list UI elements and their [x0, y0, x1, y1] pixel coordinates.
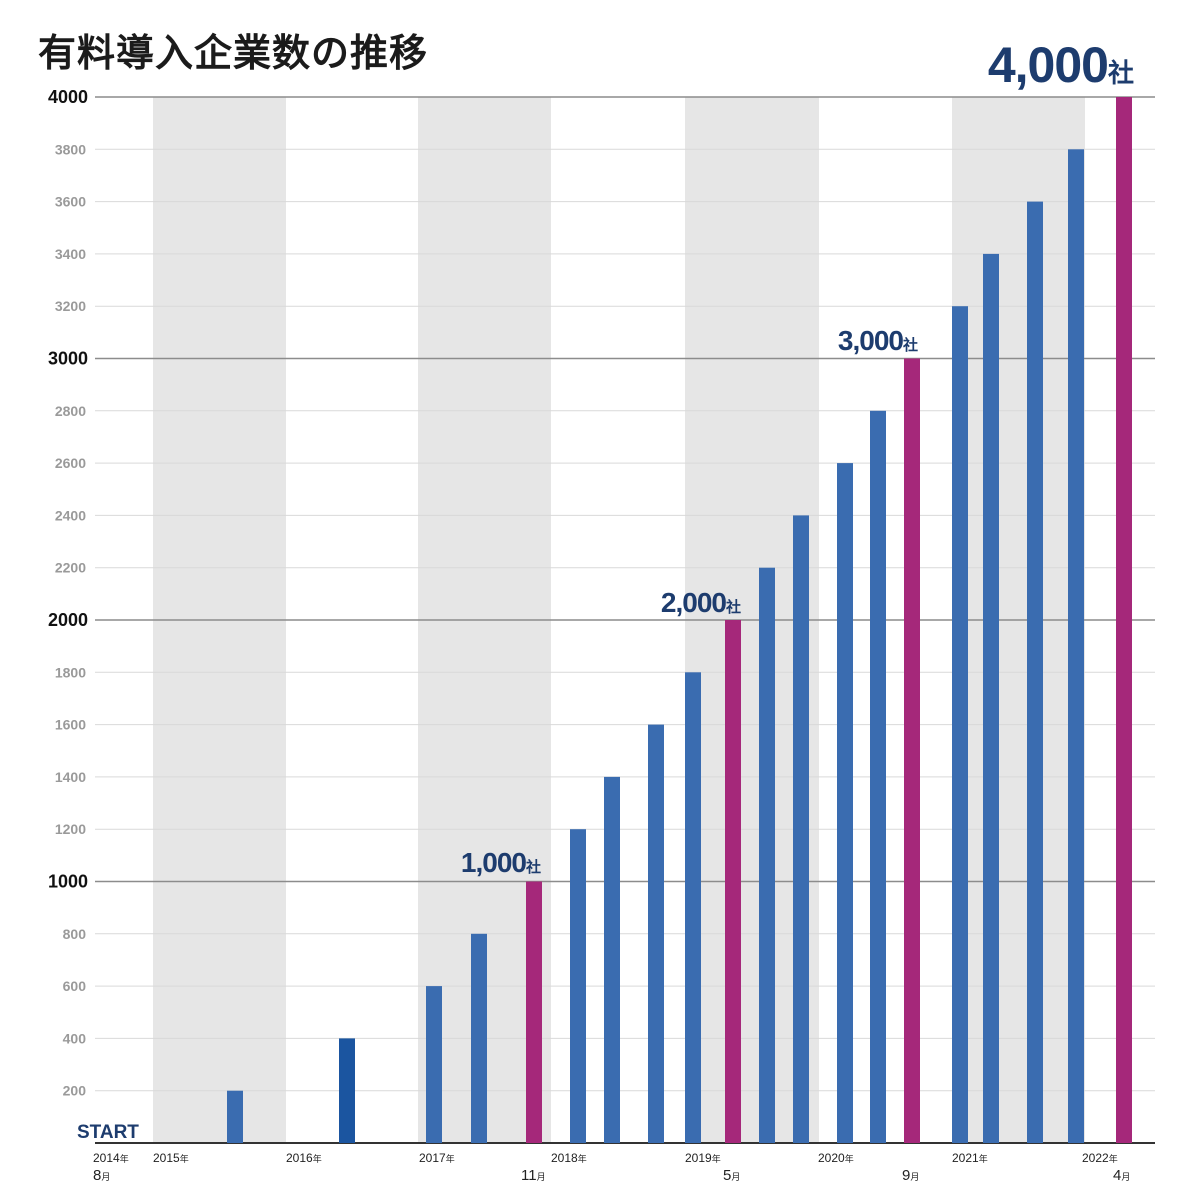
x-month-label: 9月	[902, 1167, 919, 1184]
year-number: 2019	[685, 1151, 712, 1165]
year-suffix: 年	[979, 1153, 988, 1164]
year-number: 2014	[93, 1151, 120, 1165]
y-tick-label: 600	[63, 978, 87, 994]
data-bar	[952, 306, 968, 1143]
year-suffix: 年	[712, 1153, 721, 1164]
month-suffix: 月	[1121, 1172, 1130, 1182]
milestone-bar	[1116, 97, 1132, 1143]
year-suffix: 年	[1109, 1153, 1118, 1164]
year-suffix: 年	[845, 1153, 854, 1164]
data-bar	[570, 829, 586, 1143]
x-year-label: 2014年	[93, 1151, 129, 1165]
year-suffix: 年	[313, 1153, 322, 1164]
data-bar	[983, 253, 999, 1143]
year-number: 2022	[1082, 1151, 1109, 1165]
annotation-value: 3,000	[838, 325, 903, 356]
data-bar	[793, 515, 809, 1143]
milestone-annotation: 4,000社	[988, 37, 1134, 93]
milestone-bar	[725, 620, 741, 1143]
y-tick-label: 1000	[48, 872, 88, 892]
annotation-unit: 社	[525, 858, 541, 876]
year-number: 2021	[952, 1151, 979, 1165]
data-bar	[227, 1090, 243, 1143]
year-number: 2017	[419, 1151, 446, 1165]
y-tick-label: 3600	[55, 194, 86, 210]
x-month-label: 4月	[1113, 1167, 1130, 1184]
year-suffix: 年	[120, 1153, 129, 1164]
x-year-label: 2019年	[685, 1151, 721, 1165]
x-year-label: 2021年	[952, 1151, 988, 1165]
month-number: 5	[723, 1167, 731, 1184]
data-bar	[837, 463, 853, 1144]
y-tick-label: 2600	[55, 455, 86, 471]
y-tick-label: 4000	[48, 87, 88, 107]
x-month-label: 5月	[723, 1167, 740, 1184]
data-bar	[471, 933, 487, 1143]
annotation-unit: 社	[725, 598, 741, 616]
milestone-annotation: 2,000社	[661, 587, 741, 618]
y-tick-label: 400	[63, 1030, 87, 1046]
x-year-label: 2016年	[286, 1151, 322, 1165]
x-month-label: 11月	[521, 1167, 546, 1184]
year-number: 2015	[153, 1151, 180, 1165]
x-year-label: 2022年	[1082, 1151, 1118, 1165]
year-suffix: 年	[446, 1153, 455, 1164]
month-number: 9	[902, 1167, 910, 1184]
y-tick-label: 1600	[55, 717, 86, 733]
milestone-annotation: 1,000社	[461, 847, 541, 878]
start-label: START	[77, 1122, 139, 1143]
month-suffix: 月	[731, 1172, 740, 1182]
y-tick-label: 3000	[48, 349, 88, 369]
month-suffix: 月	[101, 1172, 110, 1182]
data-bar	[339, 1038, 355, 1143]
y-tick-label: 2200	[55, 560, 86, 576]
month-suffix: 月	[537, 1172, 546, 1182]
annotation-unit: 社	[902, 336, 918, 354]
y-tick-label: 3400	[55, 246, 86, 262]
y-tick-label: 800	[63, 926, 87, 942]
data-bar	[426, 986, 442, 1143]
data-bar	[1027, 201, 1043, 1144]
x-year-label: 2020年	[818, 1151, 854, 1165]
y-tick-label: 1400	[55, 769, 86, 785]
y-tick-label: 200	[63, 1083, 87, 1099]
annotation-unit: 社	[1108, 58, 1134, 89]
data-bar	[648, 724, 664, 1143]
y-tick-label: 2000	[48, 610, 88, 630]
year-number: 2020	[818, 1151, 845, 1165]
y-tick-label: 3200	[55, 298, 86, 314]
data-bar	[870, 410, 886, 1143]
month-number: 4	[1113, 1167, 1121, 1184]
month-number: 11	[521, 1167, 537, 1184]
year-suffix: 年	[180, 1153, 189, 1164]
page-title: 有料導入企業数の推移	[38, 31, 429, 75]
data-bar	[1068, 149, 1084, 1144]
x-month-label: 8月	[93, 1167, 110, 1184]
milestone-annotation: 3,000社	[838, 325, 918, 356]
month-number: 8	[93, 1167, 101, 1184]
month-suffix: 月	[910, 1172, 919, 1182]
annotation-value: 4,000	[988, 37, 1108, 93]
data-bar	[604, 776, 620, 1143]
y-tick-label: 3800	[55, 141, 86, 157]
data-bar	[685, 672, 701, 1143]
data-bar	[759, 567, 775, 1143]
y-tick-label: 1800	[55, 664, 86, 680]
annotation-value: 1,000	[461, 847, 526, 878]
y-tick-label: 1200	[55, 821, 86, 837]
y-tick-label: 2800	[55, 403, 86, 419]
milestone-bar	[526, 881, 542, 1143]
milestone-bar	[904, 358, 920, 1143]
year-suffix: 年	[578, 1153, 587, 1164]
x-year-label: 2017年	[419, 1151, 455, 1165]
y-tick-label: 2400	[55, 507, 86, 523]
x-year-label: 2015年	[153, 1151, 189, 1165]
x-year-label: 2018年	[551, 1151, 587, 1165]
year-number: 2016	[286, 1151, 313, 1165]
annotation-value: 2,000	[661, 587, 726, 618]
year-number: 2018	[551, 1151, 578, 1165]
